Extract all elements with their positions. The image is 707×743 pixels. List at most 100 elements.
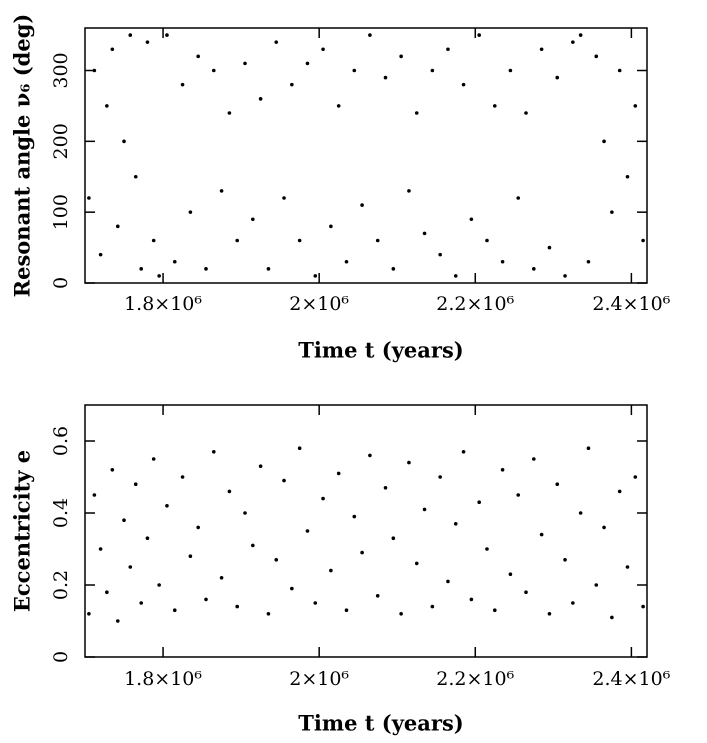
point	[235, 238, 240, 243]
point	[461, 82, 466, 87]
point	[485, 238, 489, 243]
point	[336, 104, 341, 108]
point	[571, 40, 575, 44]
y-tick-label: 0.6	[50, 426, 72, 456]
point	[469, 217, 474, 222]
point	[563, 558, 567, 562]
point	[594, 54, 599, 59]
point	[133, 482, 138, 487]
point	[524, 590, 528, 594]
point	[211, 450, 216, 454]
point	[219, 576, 224, 580]
point	[453, 274, 458, 278]
point	[407, 189, 411, 193]
point	[516, 196, 521, 200]
point	[641, 238, 645, 243]
point	[430, 68, 435, 73]
point	[485, 547, 489, 551]
y-tick-label: 300	[50, 52, 72, 88]
point	[87, 612, 91, 616]
point	[128, 565, 133, 569]
point	[344, 608, 349, 612]
point	[115, 224, 120, 229]
point	[321, 496, 325, 501]
point	[414, 111, 419, 115]
point	[383, 75, 388, 80]
point	[563, 274, 567, 278]
point	[360, 203, 364, 207]
point	[196, 525, 200, 530]
point	[407, 460, 411, 465]
point	[211, 68, 216, 73]
point	[555, 482, 560, 487]
point	[274, 40, 279, 44]
point	[477, 33, 481, 37]
point	[290, 82, 294, 87]
point	[524, 111, 528, 115]
x-axis-label: Time t (years)	[298, 711, 463, 736]
point	[500, 468, 505, 472]
point	[602, 139, 606, 144]
point	[571, 601, 575, 605]
point	[145, 536, 150, 540]
point	[586, 259, 591, 264]
point	[430, 604, 435, 609]
y-axis-label: Resonant angle ν₆ (deg)	[10, 14, 35, 298]
point	[578, 511, 583, 515]
point	[196, 54, 200, 59]
point	[610, 615, 614, 620]
point	[625, 565, 630, 569]
point	[469, 597, 474, 602]
point	[368, 453, 372, 458]
point	[172, 608, 177, 612]
point	[461, 450, 466, 454]
point	[547, 245, 552, 250]
plot-frame	[84, 27, 648, 284]
point	[122, 139, 126, 144]
point	[266, 612, 271, 616]
point	[139, 267, 143, 271]
point	[110, 47, 115, 52]
point	[98, 547, 103, 551]
y-tick-label: 0.4	[50, 498, 72, 528]
point	[204, 597, 208, 602]
point	[92, 493, 97, 497]
y-tick-label: 0	[50, 651, 72, 663]
point	[227, 489, 232, 494]
point	[446, 47, 450, 52]
x-tick-label: 2×10⁶	[289, 668, 349, 690]
point	[492, 608, 497, 612]
point	[290, 586, 294, 591]
point	[375, 594, 380, 598]
point	[305, 61, 310, 66]
point	[453, 522, 458, 526]
point	[617, 68, 622, 73]
point	[329, 568, 333, 573]
x-tick-label: 2.2×10⁶	[436, 668, 514, 690]
point	[352, 68, 357, 73]
point	[617, 489, 622, 494]
point	[352, 514, 357, 519]
point	[422, 231, 427, 236]
y-tick-label: 0.2	[50, 570, 72, 600]
point	[602, 525, 606, 530]
y-tick-label: 0	[50, 277, 72, 289]
point	[151, 457, 156, 461]
point	[438, 252, 442, 257]
point	[578, 33, 583, 37]
point	[258, 464, 263, 469]
x-tick-label: 1.8×10⁶	[124, 293, 202, 315]
point	[625, 174, 630, 179]
point	[508, 68, 513, 73]
point	[282, 196, 286, 200]
point	[610, 210, 614, 214]
point	[586, 446, 591, 451]
point	[321, 47, 325, 52]
point	[516, 493, 521, 497]
point	[422, 507, 427, 512]
point	[165, 504, 169, 508]
x-axis-label: Time t (years)	[298, 338, 463, 363]
point	[251, 543, 255, 548]
point	[297, 238, 302, 243]
point	[145, 40, 150, 44]
